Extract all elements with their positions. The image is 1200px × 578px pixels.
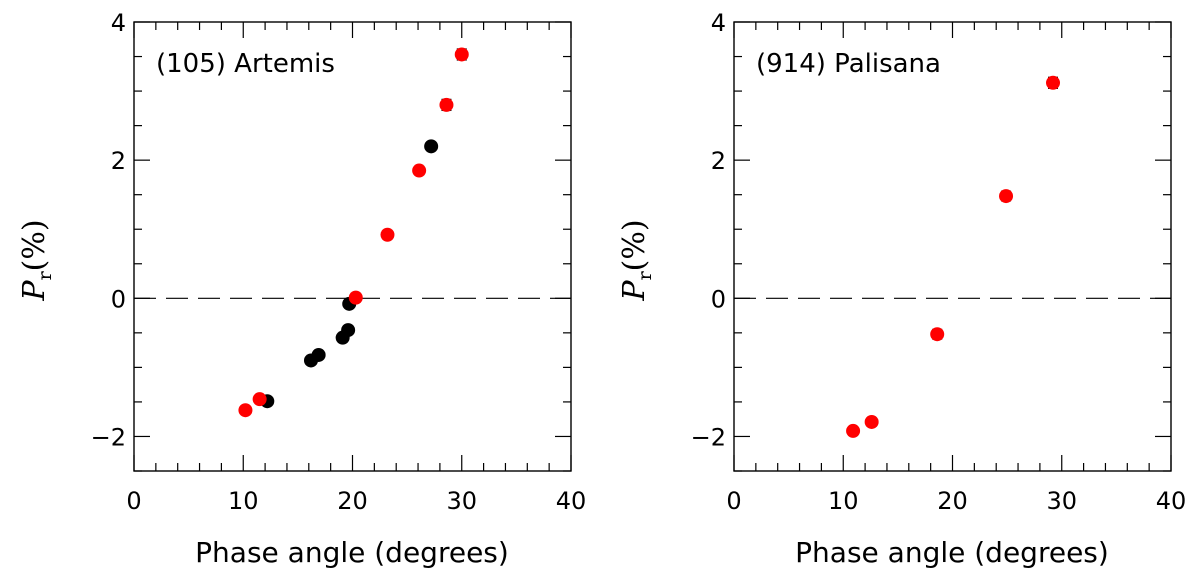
data-point-black	[424, 139, 439, 154]
data-point-black	[311, 347, 326, 362]
y-tick-label: 2	[111, 147, 126, 175]
y-axis-label-symbol: P	[17, 280, 52, 302]
panel-palisana: (914) Palisana Phase angle (degrees) Pr(…	[617, 21, 1172, 569]
x-tick-label: 20	[337, 487, 368, 515]
data-point-red	[454, 47, 469, 62]
y-tick-label: 4	[111, 9, 126, 37]
data-point-red	[864, 414, 879, 429]
data-point-red	[999, 189, 1014, 204]
x-tick-label: 10	[828, 487, 859, 515]
x-tick-label: 0	[126, 487, 141, 515]
panel-title: (914) Palisana	[756, 49, 941, 79]
y-axis-label-subscript: r	[34, 270, 56, 280]
y-axis-label-subscript: r	[634, 270, 656, 280]
data-point-red	[238, 403, 253, 418]
x-tick-label: 40	[556, 487, 587, 515]
data-point-red	[348, 290, 363, 305]
x-axis-label: Phase angle (degrees)	[195, 536, 509, 569]
y-axis-label: Pr(%)	[17, 219, 56, 301]
y-tick-label: −2	[691, 423, 726, 451]
data-point-red	[412, 163, 427, 178]
x-tick-label: 40	[1156, 487, 1187, 515]
panel-artemis: (105) Artemis Phase angle (degrees) Pr(%…	[17, 21, 572, 569]
y-tick-label: 4	[711, 9, 726, 37]
panel-title: (105) Artemis	[156, 49, 335, 79]
data-point-red	[1046, 75, 1061, 90]
y-tick-label: 2	[711, 147, 726, 175]
y-axis-label-unit: (%)	[17, 219, 52, 271]
plot-marks: 0 10 20 30 40 −2 0 2 4	[91, 9, 587, 515]
y-axis-label-unit: (%)	[617, 219, 652, 271]
x-tick-label: 30	[1046, 487, 1077, 515]
plot-frame	[733, 21, 1172, 472]
data-point-red	[439, 97, 454, 112]
data-point-red	[930, 327, 945, 342]
x-tick-label: 30	[446, 487, 477, 515]
x-axis-label: Phase angle (degrees)	[795, 536, 1109, 569]
x-tick-label: 10	[228, 487, 259, 515]
data-point-red	[380, 227, 395, 242]
data-point-red	[252, 392, 267, 407]
plot-marks: 0 10 20 30 40 −2 0 2 4	[691, 9, 1187, 515]
y-tick-label: 0	[111, 285, 126, 313]
x-tick-label: 0	[726, 487, 741, 515]
y-axis-label-symbol: P	[617, 280, 652, 302]
y-tick-label: 0	[711, 285, 726, 313]
plot-frame	[133, 21, 572, 472]
x-tick-label: 20	[937, 487, 968, 515]
y-tick-label: −2	[91, 423, 126, 451]
data-point-black	[341, 323, 356, 338]
data-point-red	[846, 423, 861, 438]
y-axis-label: Pr(%)	[617, 219, 656, 301]
